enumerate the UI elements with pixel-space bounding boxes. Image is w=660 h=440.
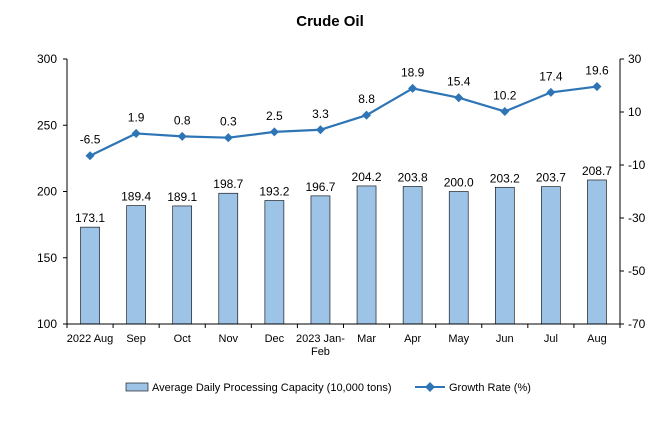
bar bbox=[402, 186, 423, 325]
bar bbox=[264, 200, 285, 325]
left-axis-tick-label: 150 bbox=[37, 251, 57, 265]
growth-rate-point bbox=[592, 82, 602, 92]
left-axis-tick-label: 200 bbox=[37, 185, 57, 199]
x-axis-tick-label: Aug bbox=[587, 333, 607, 345]
x-axis-tick-label: Sep bbox=[126, 333, 146, 345]
growth-rate-point bbox=[315, 125, 325, 135]
growth-rate-label: 17.4 bbox=[539, 69, 563, 83]
legend: Average Daily Processing Capacity (10,00… bbox=[125, 382, 531, 394]
x-axis-tick-label: Jul bbox=[544, 333, 558, 345]
growth-rate-point bbox=[177, 131, 187, 141]
growth-rate-label: 15.4 bbox=[447, 75, 471, 89]
bar bbox=[587, 179, 607, 325]
bar-value-label: 173.1 bbox=[75, 211, 105, 225]
bar bbox=[541, 186, 561, 325]
bar-value-label: 200.0 bbox=[444, 176, 474, 190]
growth-rate-point bbox=[131, 128, 141, 138]
right-axis-tick-label: 10 bbox=[628, 105, 642, 119]
growth-rate-label: 3.3 bbox=[312, 107, 329, 121]
growth-rate-label: 0.8 bbox=[174, 113, 191, 127]
legend-bar-swatch bbox=[125, 382, 149, 392]
legend-line-marker bbox=[425, 382, 435, 392]
x-axis-tick-label: 2022 Aug bbox=[67, 333, 114, 345]
left-axis-tick-label: 250 bbox=[37, 118, 57, 132]
bar bbox=[126, 205, 146, 325]
growth-rate-point bbox=[454, 93, 464, 103]
x-axis-tick-label: Mar bbox=[357, 333, 376, 345]
growth-rate-point bbox=[362, 110, 372, 120]
bar-value-label: 204.2 bbox=[352, 170, 382, 184]
bar-value-label: 208.7 bbox=[582, 164, 612, 178]
growth-rate-point bbox=[500, 106, 510, 116]
bar bbox=[356, 185, 377, 325]
growth-rate-label: 2.5 bbox=[266, 109, 283, 123]
left-axis-tick-label: 300 bbox=[37, 52, 57, 66]
bars-layer bbox=[80, 179, 607, 325]
growth-rate-label: 10.2 bbox=[493, 88, 517, 102]
growth-rate-label: 19.6 bbox=[585, 64, 609, 78]
bar bbox=[494, 186, 515, 325]
x-axis-tick-label: May bbox=[448, 333, 469, 345]
x-axis-tick-label: Apr bbox=[404, 333, 421, 345]
bar-value-label: 189.1 bbox=[167, 190, 197, 204]
bar bbox=[218, 192, 239, 325]
growth-rate-point bbox=[223, 133, 233, 143]
growth-rate-label: -6.5 bbox=[80, 133, 101, 147]
right-axis-tick-label: -50 bbox=[628, 264, 646, 278]
x-axis-tick-label: Oct bbox=[174, 333, 191, 345]
bar bbox=[80, 226, 100, 325]
bar-value-label: 203.8 bbox=[398, 170, 428, 184]
right-axis-tick-label: -70 bbox=[628, 317, 646, 331]
x-axis-tick-label: 2023 Jan-Feb bbox=[296, 333, 345, 358]
growth-rate-label: 1.9 bbox=[128, 110, 145, 124]
line-layer bbox=[85, 82, 602, 161]
chart-title: Crude Oil bbox=[296, 13, 364, 30]
right-axis-tick-label: 30 bbox=[628, 52, 642, 66]
axes-layer: 100 150 200 250 300 -70 -50 -30 -10 10 30 2022 Aug S… bbox=[37, 52, 646, 358]
growth-rate-label: 0.3 bbox=[220, 115, 237, 129]
x-axis-tick-label: Dec bbox=[265, 333, 285, 345]
labels-layer: 173.1 189.4 189.1 198.7 193.2 196.7 204.2 203.8… bbox=[75, 64, 612, 226]
growth-rate-label: 18.9 bbox=[401, 65, 425, 79]
bar-value-label: 198.7 bbox=[213, 177, 243, 191]
growth-rate-point bbox=[269, 127, 279, 137]
growth-rate-point bbox=[85, 151, 95, 161]
bar-value-label: 203.2 bbox=[490, 171, 520, 185]
growth-rate-point bbox=[546, 87, 556, 97]
bar-value-label: 203.7 bbox=[536, 171, 566, 185]
growth-rate-label: 8.8 bbox=[358, 92, 375, 106]
x-axis-tick-label: Nov bbox=[219, 333, 239, 345]
legend-bar-label: Average Daily Processing Capacity (10,00… bbox=[152, 382, 391, 394]
bar-value-label: 189.4 bbox=[121, 190, 151, 204]
growth-rate-point bbox=[408, 83, 418, 93]
bar bbox=[310, 195, 331, 325]
x-axis-tick-label: Jun bbox=[496, 333, 514, 345]
growth-rate-line bbox=[89, 85, 598, 157]
right-axis-tick-label: -10 bbox=[628, 158, 646, 172]
bar bbox=[448, 191, 469, 325]
left-axis-tick-label: 100 bbox=[37, 317, 57, 331]
bar-value-label: 193.2 bbox=[259, 185, 289, 199]
legend-line-label: Growth Rate (%) bbox=[449, 382, 531, 394]
right-axis-tick-label: -30 bbox=[628, 211, 646, 225]
bar-value-label: 196.7 bbox=[305, 180, 335, 194]
bar bbox=[172, 205, 193, 325]
